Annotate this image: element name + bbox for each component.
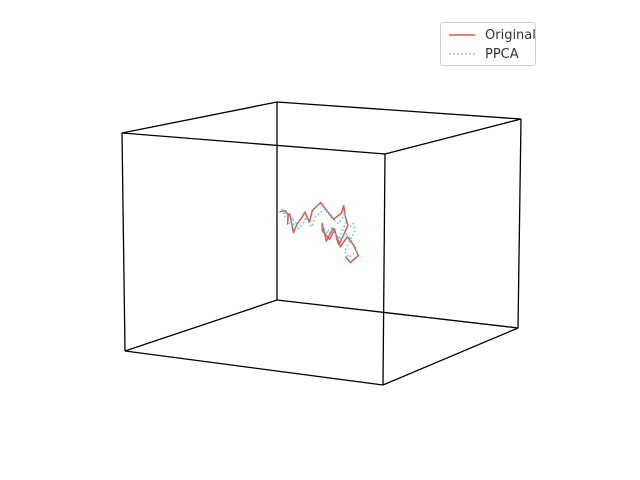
box-edge-front-right-vertical xyxy=(382,153,386,386)
box-edges-front xyxy=(121,101,522,386)
legend: Original PPCA xyxy=(440,22,536,66)
box-edges xyxy=(124,101,522,352)
box-edge-front-top xyxy=(121,132,386,155)
legend-swatch-ppca xyxy=(449,53,475,55)
legend-entry-original: Original xyxy=(447,26,536,44)
series-line-0 xyxy=(279,201,360,264)
box-edge-back-bottom xyxy=(276,299,519,329)
legend-entry-ppca: PPCA xyxy=(447,45,519,63)
box-edge-front-left-vertical xyxy=(121,132,126,352)
box-edge-right-top xyxy=(384,118,522,155)
legend-swatch-original xyxy=(449,34,475,36)
box-edge-left-top xyxy=(121,101,278,134)
box-edge-back-right-vertical xyxy=(517,118,522,329)
box-edge-left-bottom xyxy=(124,299,278,352)
box-edge-back-top xyxy=(276,101,522,120)
legend-label-original: Original xyxy=(485,27,536,43)
series-line-1 xyxy=(281,207,358,259)
series-1 xyxy=(281,207,358,259)
series-0 xyxy=(279,201,360,264)
box-edge-front-bottom xyxy=(124,350,384,386)
series-layer xyxy=(279,201,360,264)
box-edge-right-bottom xyxy=(382,327,519,386)
legend-label-ppca: PPCA xyxy=(485,46,519,62)
